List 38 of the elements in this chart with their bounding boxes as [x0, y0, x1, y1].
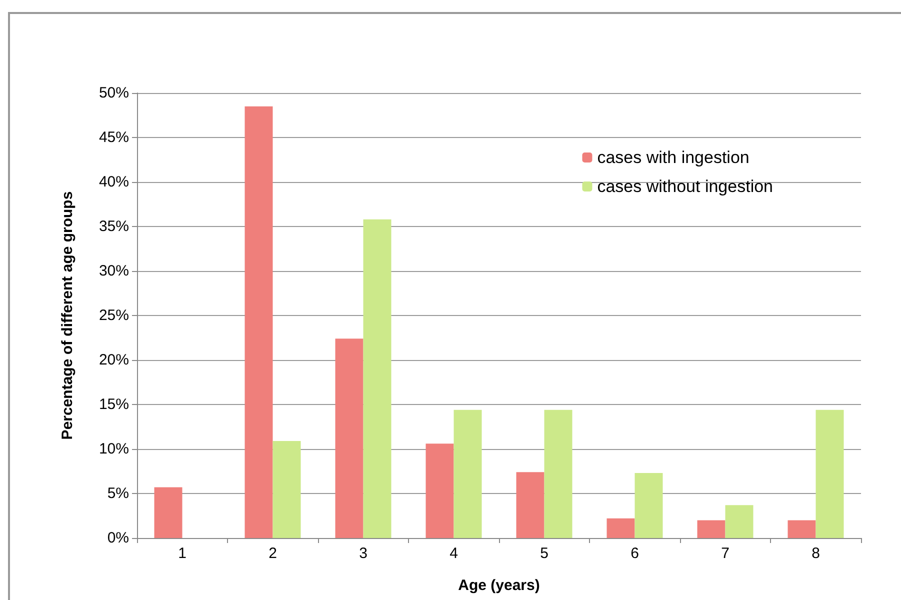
y-tick-label: 10%: [98, 440, 129, 458]
legend-label: cases with ingestion: [597, 148, 750, 167]
x-axis-title: Age (years): [458, 577, 540, 594]
y-axis-title: Percentage of different age groups: [59, 191, 76, 440]
bar: [154, 487, 182, 538]
y-tick-label: 30%: [98, 262, 129, 280]
y-tick-label: 0%: [107, 530, 129, 546]
bar: [426, 444, 454, 538]
bar: [244, 106, 273, 538]
bar: [544, 410, 572, 538]
x-tick-label: 8: [812, 545, 820, 562]
x-tick-label: 5: [540, 545, 548, 562]
bar: [697, 520, 726, 538]
bar: [634, 473, 663, 538]
bar: [454, 410, 482, 538]
y-tick-label: 25%: [98, 307, 129, 324]
bar: [335, 338, 364, 538]
x-tick-label: 6: [630, 545, 639, 562]
x-tick-label: 4: [450, 545, 458, 562]
bar: [363, 219, 392, 538]
y-tick-label: 20%: [98, 352, 129, 368]
bar: [516, 472, 544, 538]
bar: [725, 505, 754, 538]
bar: [272, 440, 301, 538]
legend-label: cases without ingestion: [597, 177, 774, 196]
x-tick-label: 7: [721, 545, 730, 562]
bar: [816, 410, 844, 538]
x-tick-label: 1: [178, 545, 186, 562]
bar: [788, 520, 816, 538]
y-tick-label: 50%: [98, 84, 129, 102]
x-tick-label: 3: [359, 545, 368, 562]
y-tick-label: 35%: [98, 218, 129, 235]
y-tick-label: 15%: [98, 396, 129, 413]
bar: [606, 518, 635, 538]
y-tick-label: 40%: [98, 174, 129, 190]
x-tick-label: 2: [268, 545, 277, 562]
y-tick-label: 45%: [98, 129, 129, 146]
y-tick-label: 5%: [107, 485, 129, 502]
